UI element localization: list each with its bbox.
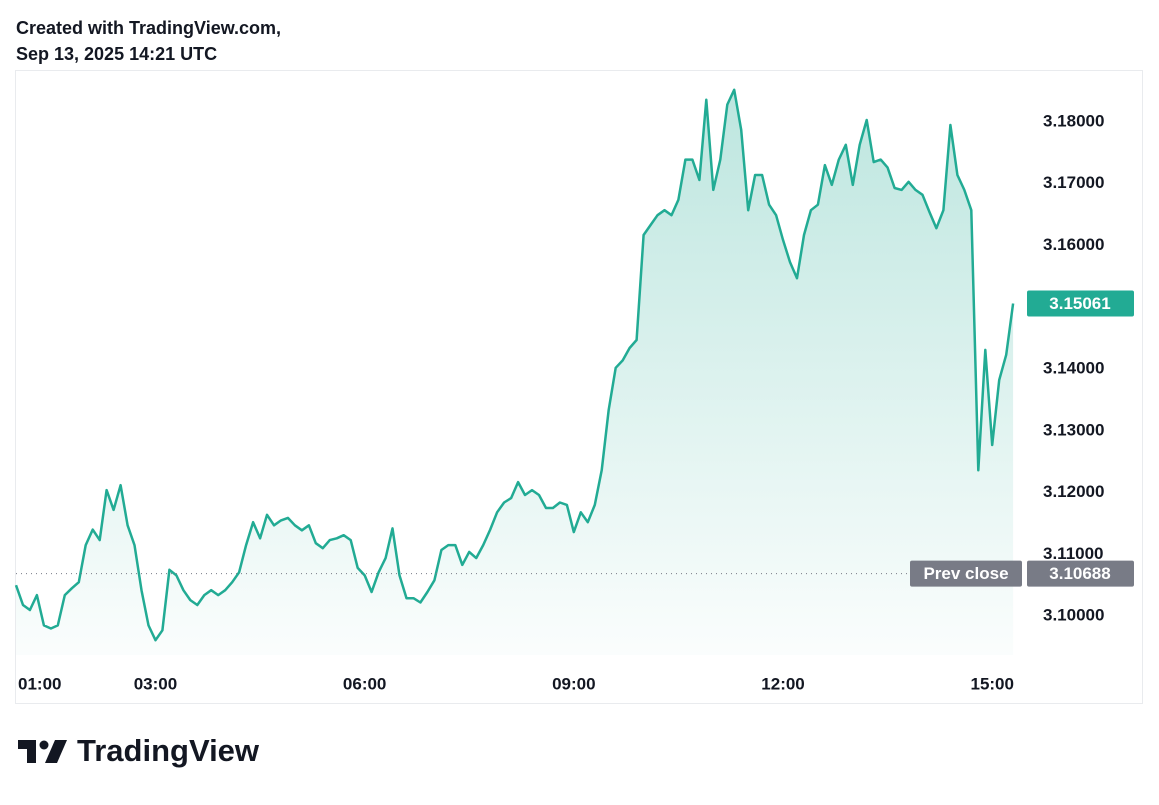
chart-title: Created with TradingView.com, bbox=[16, 18, 281, 38]
chart-subtitle: Sep 13, 2025 14:21 UTC bbox=[16, 44, 217, 64]
plot-area: 3.10000 3.11000 3.12000 3.13000 3.14000 3.150… bbox=[14, 88, 1134, 693]
x-tick-label: 03:00 bbox=[134, 674, 177, 693]
last-price-label: 3.15061 bbox=[1049, 294, 1110, 313]
y-tick-label: 3.16000 bbox=[1043, 235, 1104, 254]
price-line bbox=[14, 88, 1015, 642]
brand-logo bbox=[18, 740, 67, 763]
x-tick-label: 06:00 bbox=[343, 674, 386, 693]
x-tick-label: 15:00 bbox=[970, 674, 1013, 693]
x-tick-label: 12:00 bbox=[761, 674, 804, 693]
y-tick-label: 3.14000 bbox=[1043, 359, 1104, 378]
prev-close-label: Prev close bbox=[923, 564, 1008, 583]
y-tick-label: 3.12000 bbox=[1043, 482, 1104, 501]
area-fill bbox=[16, 89, 1014, 656]
y-tick-label: 3.10000 bbox=[1043, 606, 1104, 625]
prev-close-value-tag bbox=[1027, 560, 1134, 587]
logo-shape bbox=[18, 740, 36, 763]
y-tick-label: 3.11000 bbox=[1043, 544, 1104, 563]
x-tick-label: 09:00 bbox=[552, 674, 595, 693]
prev-close-tag bbox=[910, 560, 1022, 587]
x-tick-label: 01:00 bbox=[18, 674, 61, 693]
y-tick-label: 3.18000 bbox=[1043, 111, 1104, 130]
last-price-tag bbox=[1027, 290, 1134, 317]
prev-close-value: 3.10688 bbox=[1049, 564, 1110, 583]
logo-shape bbox=[39, 740, 49, 750]
y-tick-label: 3.17000 bbox=[1043, 173, 1104, 192]
y-tick-label: 3.13000 bbox=[1043, 420, 1104, 439]
chart-frame bbox=[15, 70, 1143, 704]
logo-shape bbox=[45, 740, 67, 763]
brand-name: TradingView bbox=[77, 733, 260, 768]
